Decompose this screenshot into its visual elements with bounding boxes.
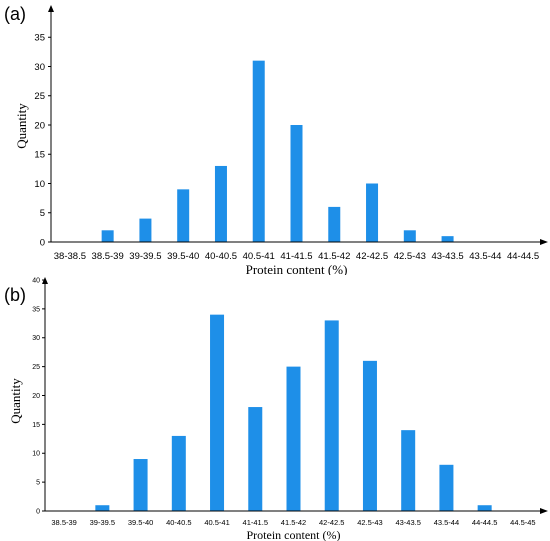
x-tick-label-b-12: 44.5-45 — [510, 518, 535, 527]
y-axis-title-b: Quantity — [8, 378, 23, 424]
bar-a-5 — [252, 60, 265, 243]
x-tick-label-a-0: 38-38.5 — [54, 251, 86, 262]
y-tick-label-a-6: 30 — [34, 62, 45, 73]
x-axis-title-a: Protein content (%) — [246, 262, 348, 275]
bar-a-9 — [403, 230, 416, 242]
y-tick-label-a-1: 5 — [40, 208, 45, 219]
y-tick-label-a-2: 10 — [34, 179, 45, 190]
y-tick-label-a-5: 25 — [34, 91, 45, 102]
bar-a-2 — [139, 218, 152, 242]
y-tick-label-b-8: 40 — [32, 277, 40, 284]
x-tick-label-a-12: 44-44.5 — [507, 251, 539, 262]
x-tick-label-b-3: 40-40.5 — [166, 518, 191, 527]
chart-panel-b: (b) 0 5 10 15 20 25 30 35 40 38.5-39 39-39.5 39.5-4… — [0, 275, 550, 541]
x-tick-label-a-7: 41.5-42 — [318, 251, 350, 262]
bar-a-10 — [441, 236, 454, 242]
x-tick-label-a-9: 42.5-43 — [394, 251, 426, 262]
bar-a-3 — [177, 189, 190, 242]
bar-a-6 — [290, 125, 303, 242]
bar-chart-b: 0 5 10 15 20 25 30 35 40 38.5-39 39-39.5 39.5-40 40-… — [8, 277, 548, 541]
chart-panel-a: (a) 0 5 10 15 20 25 30 35 38-38.5 38.5-39 39-39.5 3… — [4, 4, 548, 275]
y-axis-title-a: Quantity — [14, 103, 29, 149]
bar-b-7 — [324, 320, 339, 511]
y-tick-label-b-1: 5 — [36, 480, 40, 487]
bar-chart-a: 0 5 10 15 20 25 30 35 38-38.5 38.5-39 39-39.5 39.5-… — [14, 5, 548, 275]
x-tick-label-a-3: 39.5-40 — [167, 251, 199, 262]
bar-b-5 — [248, 407, 263, 511]
x-tick-label-b-0: 38.5-39 — [51, 518, 76, 527]
bar-b-10 — [439, 464, 454, 511]
x-tick-label-a-8: 42-42.5 — [356, 251, 388, 262]
bar-a-1 — [101, 230, 114, 242]
x-tick-label-a-6: 41-41.5 — [280, 251, 312, 262]
x-tick-label-a-4: 40-40.5 — [205, 251, 237, 262]
x-tick-label-b-6: 41.5-42 — [281, 518, 306, 527]
y-tick-label-b-2: 10 — [32, 451, 40, 458]
x-tick-label-b-9: 43-43.5 — [395, 518, 420, 527]
x-tick-label-b-7: 42-42.5 — [319, 518, 344, 527]
x-tick-label-a-2: 39-39.5 — [129, 251, 161, 262]
bar-b-1 — [95, 505, 110, 511]
bar-b-11 — [477, 505, 492, 511]
x-tick-label-b-2: 39.5-40 — [128, 518, 153, 527]
bar-a-4 — [214, 165, 227, 242]
panel-label-a: (a) — [4, 4, 26, 24]
panel-label-b: (b) — [4, 285, 26, 305]
x-axis-arrow-a — [540, 239, 548, 245]
x-tick-label-a-10: 43-43.5 — [431, 251, 463, 262]
x-tick-label-b-11: 44-44.5 — [472, 518, 497, 527]
y-tick-label-a-7: 35 — [34, 33, 45, 44]
bar-b-9 — [401, 430, 416, 511]
y-axis-arrow-a — [48, 5, 54, 12]
x-tick-label-a-5: 40.5-41 — [243, 251, 275, 262]
x-axis-title-b: Protein content (%) — [247, 528, 341, 541]
x-tick-label-b-5: 41-41.5 — [243, 518, 268, 527]
y-tick-label-b-6: 30 — [32, 335, 40, 342]
x-tick-label-b-4: 40.5-41 — [204, 518, 229, 527]
x-axis-arrow-b — [540, 508, 548, 514]
bar-b-3 — [171, 435, 186, 511]
bar-a-8 — [366, 183, 379, 242]
y-tick-label-b-4: 20 — [32, 393, 40, 400]
x-tick-label-a-1: 38.5-39 — [92, 251, 124, 262]
x-tick-label-a-11: 43.5-44 — [469, 251, 501, 262]
bar-b-6 — [286, 366, 301, 511]
y-tick-label-a-3: 15 — [34, 150, 45, 161]
bar-a-7 — [328, 206, 341, 242]
x-tick-label-b-1: 39-39.5 — [90, 518, 115, 527]
x-tick-label-b-10: 43.5-44 — [434, 518, 459, 527]
bar-b-4 — [210, 314, 225, 511]
y-tick-label-b-0: 0 — [36, 508, 40, 515]
y-tick-label-a-0: 0 — [40, 237, 45, 248]
y-tick-label-b-3: 15 — [32, 422, 40, 429]
y-tick-label-b-5: 25 — [32, 364, 40, 371]
bar-b-8 — [362, 360, 377, 511]
y-tick-label-a-4: 20 — [34, 120, 45, 131]
bar-b-2 — [133, 459, 148, 511]
x-tick-label-b-8: 42.5-43 — [357, 518, 382, 527]
y-tick-label-b-7: 35 — [32, 306, 40, 313]
